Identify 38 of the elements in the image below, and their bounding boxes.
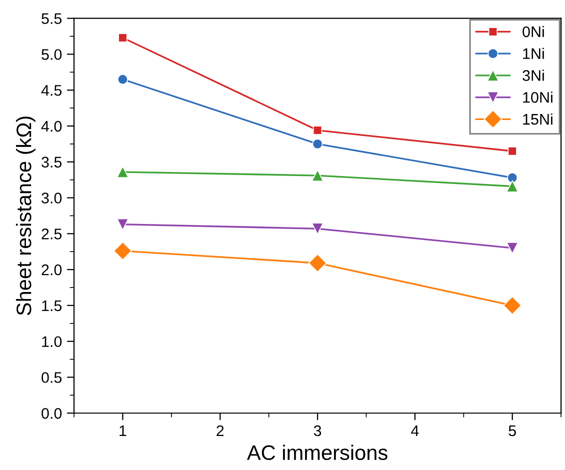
point <box>508 146 517 156</box>
y-tick-label: 4.5 <box>41 85 62 96</box>
point <box>507 172 518 183</box>
x-tick-label: 2 <box>216 425 224 436</box>
legend-label: 0Ni <box>522 26 544 38</box>
legend-label: 1Ni <box>523 48 544 59</box>
y-tick-label: 2.5 <box>42 228 62 240</box>
y-tick-label: 0.0 <box>42 408 62 419</box>
y-tick-label: 2.0 <box>42 264 62 276</box>
y-tick-label: 5.5 <box>42 13 62 24</box>
legend-label: 10Ni <box>523 92 552 103</box>
legend-label: 15Ni <box>523 113 552 125</box>
point <box>116 166 129 178</box>
point <box>118 33 128 42</box>
y-axis-title: Sheet resistance (kΩ) <box>16 116 36 316</box>
point <box>312 126 322 135</box>
point <box>312 170 324 182</box>
y-tick-label: 1.0 <box>42 336 62 348</box>
x-tick-label: 5 <box>508 425 516 436</box>
point <box>506 180 518 192</box>
point <box>117 74 128 85</box>
x-tick-label: 4 <box>411 425 419 436</box>
y-tick-label: 4.0 <box>41 120 62 132</box>
y-tick-label: 0.5 <box>42 372 62 383</box>
point <box>116 218 129 230</box>
point <box>312 222 324 235</box>
y-tick-label: 5.0 <box>42 49 62 60</box>
point <box>312 138 323 150</box>
point <box>113 242 132 260</box>
x-axis-title: AC immersions <box>246 444 388 460</box>
point <box>503 296 522 315</box>
y-tick-label: 3.5 <box>42 156 62 168</box>
y-tick-label: 3.0 <box>42 192 62 204</box>
x-tick-label: 1 <box>120 425 126 436</box>
y-tick-label: 1.5 <box>42 300 62 312</box>
x-tick-label: 3 <box>314 425 322 436</box>
legend-label: 3Ni <box>522 70 544 81</box>
point <box>308 254 327 272</box>
